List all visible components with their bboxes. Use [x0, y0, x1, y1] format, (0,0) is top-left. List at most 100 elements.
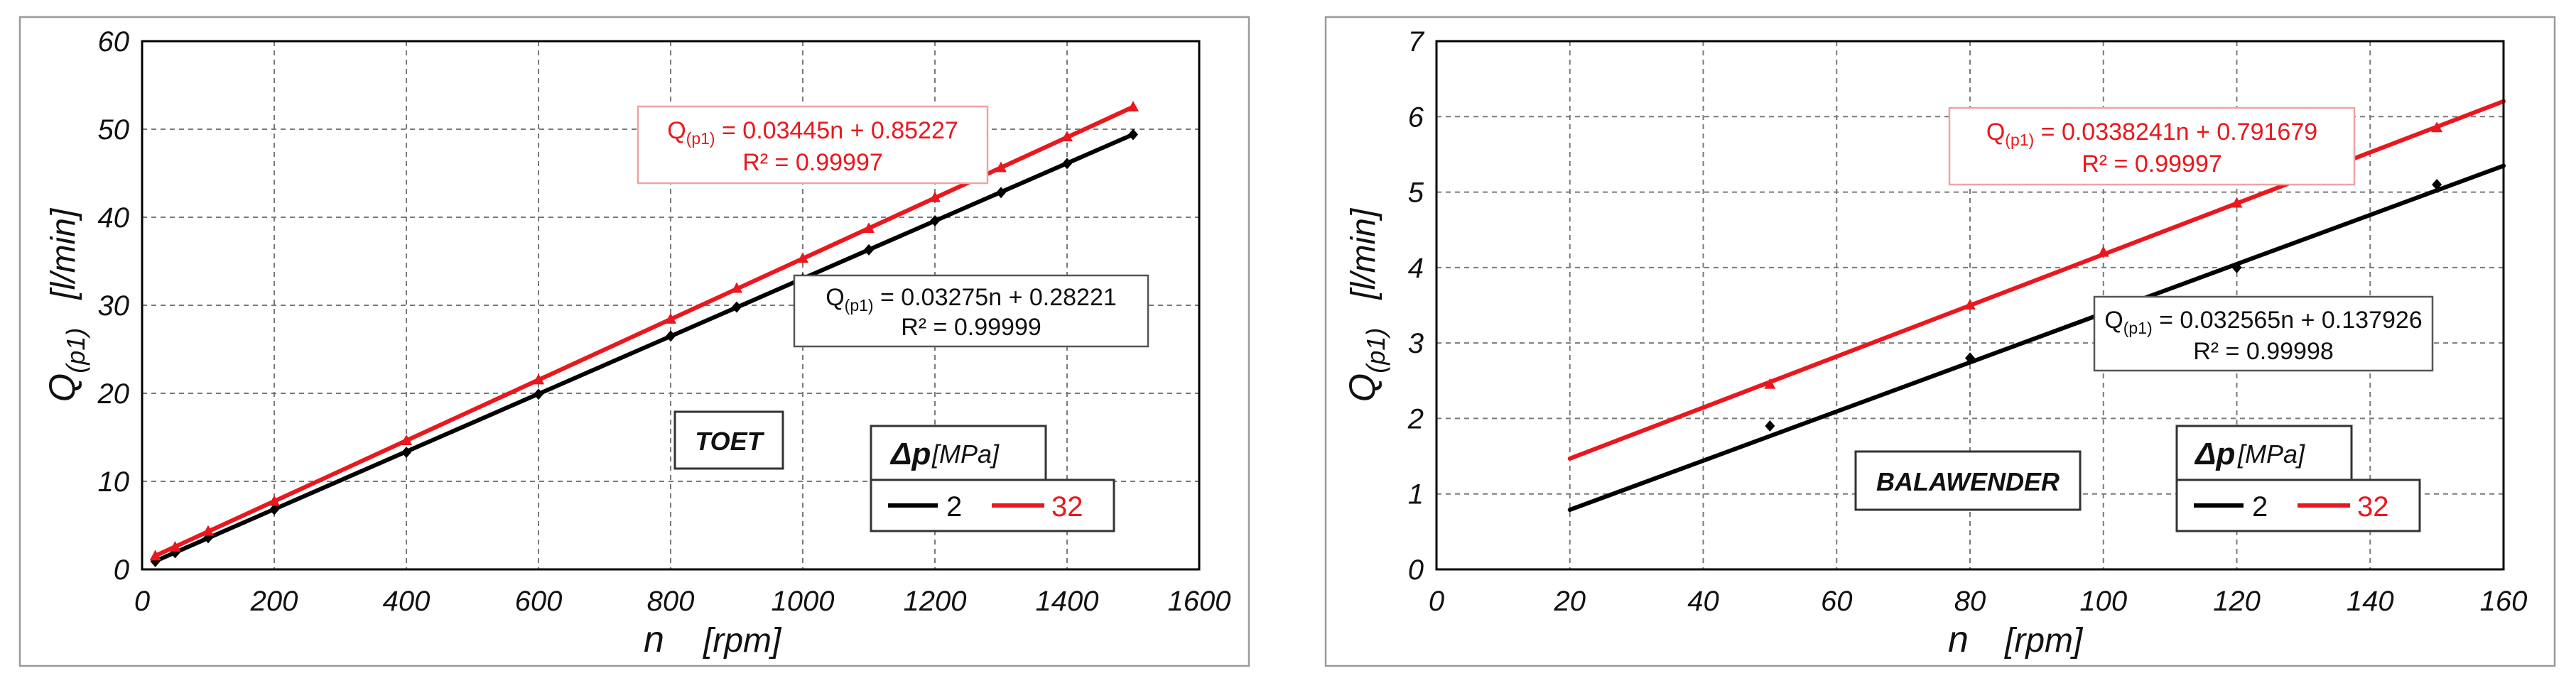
legend-title: Δp [889, 437, 931, 471]
x-tick-label: 1000 [772, 586, 835, 617]
data-point-32 [797, 252, 808, 263]
legend-unit: [MPa] [2237, 439, 2305, 469]
x-tick-label: 200 [250, 586, 298, 617]
equation-r2: R² = 0.99997 [2082, 151, 2222, 177]
x-axis-title: n [rpm] [644, 619, 782, 660]
y-axis-label: Q [42, 373, 83, 402]
x-tick-label: 600 [515, 586, 563, 617]
equation-r2: R² = 0.99999 [901, 314, 1041, 341]
x-tick-label: 40 [1687, 586, 1719, 617]
data-point-32 [149, 549, 161, 561]
equation-q: Q [826, 284, 844, 311]
equation-sub: (p1) [686, 129, 715, 148]
source-label-balawender: BALAWENDER [1854, 450, 2082, 511]
source-label-toet: TOET [673, 410, 784, 470]
data-point-2 [1128, 128, 1138, 141]
legend-unit: [MPa] [931, 439, 1000, 469]
x-axis-label: n [644, 619, 664, 660]
svg-text:Q(p1) = 0.032565n + 0.137926: Q(p1) = 0.032565n + 0.137926 [2104, 307, 2422, 337]
plot-border [141, 40, 1201, 571]
y-tick-label: 4 [1408, 253, 1424, 284]
equation-r2: R² = 0.99998 [2193, 338, 2334, 365]
equation-body: = 0.03275n + 0.28221 [874, 284, 1117, 311]
data-point-32 [731, 282, 742, 293]
source-label-text: TOET [695, 427, 764, 456]
data-point-32 [995, 161, 1007, 173]
y-tick-label: 5 [1408, 177, 1424, 209]
data-point-2 [864, 244, 874, 256]
svg-text:Q(p1)[l/min]: Q(p1) [l/min] [42, 207, 90, 402]
trendline-equation-32: Q(p1) = 0.0338241n + 0.791679 R² = 0.999… [1948, 106, 2356, 186]
x-tick-labels: 0 20 40 60 80 100 120 140 160 [1429, 586, 2528, 617]
y-tick-label: 6 [1408, 102, 1424, 133]
data-point-32 [401, 434, 412, 445]
y-axis-sub: (p1) [1361, 328, 1390, 373]
data-point-32 [169, 541, 181, 552]
data-point-32 [863, 222, 875, 234]
data-point-32 [269, 495, 280, 506]
x-tick-label: 1400 [1036, 586, 1099, 617]
equation-q: Q [1986, 119, 2005, 146]
x-tick-label: 120 [2213, 586, 2261, 617]
y-tick-label: 60 [98, 26, 130, 58]
x-axis-unit: [rpm] [2004, 622, 2084, 660]
plot-border [1435, 40, 2505, 571]
data-point-32 [1964, 299, 1976, 310]
data-point-32 [1127, 101, 1139, 111]
data-point-2 [1062, 158, 1072, 170]
equation-sub: (p1) [2123, 319, 2153, 337]
x-tick-label: 800 [647, 586, 695, 617]
equation-body: = 0.03445n + 0.85227 [715, 117, 958, 144]
data-point-2 [2432, 178, 2442, 190]
y-axis-title: Q(p1) [l/min] [42, 207, 90, 402]
data-point-2 [534, 388, 543, 400]
svg-text:Q(p1) = 0.03275n + 0.28221: Q(p1) = 0.03275n + 0.28221 [826, 284, 1117, 315]
x-tick-label: 60 [1821, 586, 1853, 617]
y-tick-label: 3 [1408, 328, 1424, 359]
y-tick-label: 2 [1407, 403, 1424, 434]
data-point-32 [2231, 197, 2243, 208]
equation-body: = 0.032565n + 0.137926 [2153, 307, 2423, 334]
y-tick-label: 7 [1408, 26, 1425, 58]
equation-sub: (p1) [845, 296, 874, 315]
x-axis-unit: [rpm] [703, 622, 782, 660]
equation-sub: (p1) [2005, 131, 2034, 149]
x-axis-label: n [1948, 619, 1969, 660]
data-point-2 [1765, 420, 1775, 432]
y-axis-unit: [l/min] [45, 207, 82, 300]
data-point-32 [533, 373, 544, 385]
data-point-32 [929, 191, 941, 202]
equation-body: = 0.0338241n + 0.791679 [2034, 119, 2317, 146]
svg-text:Q(p1)[l/min]: Q(p1) [l/min] [1342, 207, 1390, 402]
y-axis-title: Q(p1) [l/min] [1342, 207, 1390, 402]
y-axis-sub: (p1) [61, 328, 90, 373]
data-point-32 [2097, 246, 2109, 257]
x-tick-label: 0 [134, 586, 150, 617]
data-point-2 [666, 330, 676, 342]
source-label-text: BALAWENDER [1876, 467, 2060, 496]
x-tick-labels: 0 200 400 600 800 1000 1200 1400 1600 [134, 586, 1231, 617]
legend-label-32: 32 [2357, 491, 2389, 523]
y-axis-unit: [l/min] [1345, 207, 1382, 300]
chart-panel-toet: 0 200 400 600 800 1000 1200 1400 1600 0 10 20 30 40 5… [18, 16, 1250, 667]
data-point-2 [2231, 261, 2242, 273]
legend-title: Δp [2194, 437, 2235, 471]
y-tick-labels: 0 10 20 30 40 50 60 [97, 26, 130, 586]
trendline-2 [153, 132, 1135, 564]
x-tick-label: 1200 [904, 586, 967, 617]
data-point-2 [930, 214, 940, 226]
data-point-32 [202, 525, 214, 536]
data-point-32 [665, 312, 676, 324]
x-tick-label: 20 [1554, 586, 1586, 617]
trendline-equation-32: Q(p1) = 0.03445n + 0.85227 R² = 0.99997 [637, 105, 989, 185]
data-point-32 [1061, 131, 1073, 142]
data-point-2 [269, 503, 279, 515]
equation-q: Q [667, 117, 686, 144]
y-tick-label: 10 [98, 466, 130, 498]
x-axis-title: n [rpm] [1948, 619, 2084, 660]
y-tick-labels: 0 1 2 3 4 5 6 7 [1407, 26, 1425, 586]
data-point-2 [996, 187, 1006, 199]
legend-label-2: 2 [2252, 491, 2268, 523]
